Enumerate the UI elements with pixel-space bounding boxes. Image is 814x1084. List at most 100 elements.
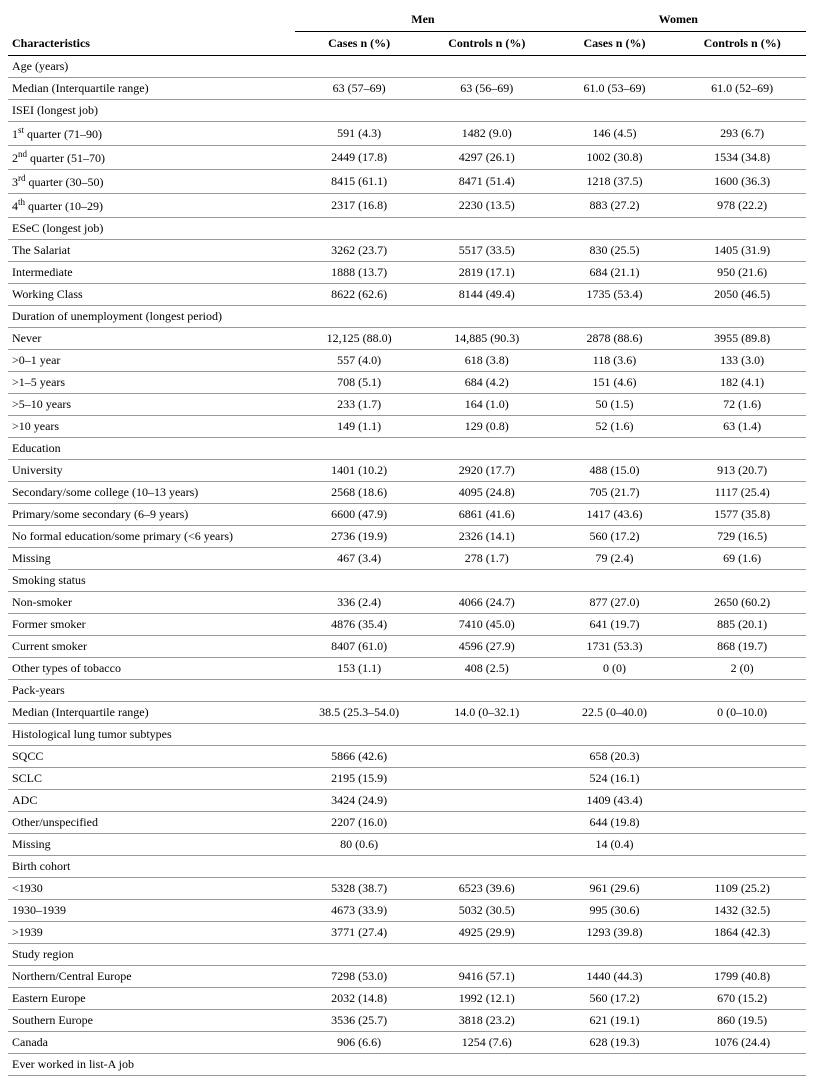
row-value: 705 (21.7): [551, 482, 679, 504]
row-value: 61.0 (53–69): [551, 78, 679, 100]
row-value: 2650 (60.2): [678, 592, 806, 614]
row-label: SQCC: [8, 746, 295, 768]
row-value: [678, 812, 806, 834]
row-value: 2207 (16.0): [295, 812, 423, 834]
row-value: 1864 (42.3): [678, 922, 806, 944]
table-row: Duration of unemployment (longest period…: [8, 306, 806, 328]
row-value: [551, 944, 679, 966]
table-row: SCLC2195 (15.9)524 (16.1): [8, 768, 806, 790]
table-row: Current smoker8407 (61.0)4596 (27.9)1731…: [8, 636, 806, 658]
row-value: 961 (29.6): [551, 878, 679, 900]
table-row: Never12,125 (88.0)14,885 (90.3)2878 (88.…: [8, 328, 806, 350]
row-label: 4th quarter (10–29): [8, 194, 295, 218]
table-row: SQCC5866 (42.6)658 (20.3): [8, 746, 806, 768]
table-row: Other types of tobacco153 (1.1)408 (2.5)…: [8, 658, 806, 680]
row-value: [423, 834, 551, 856]
row-value: 621 (19.1): [551, 1010, 679, 1032]
row-value: 2032 (14.8): [295, 988, 423, 1010]
row-label: Pack-years: [8, 680, 295, 702]
row-value: [295, 56, 423, 78]
row-label: Duration of unemployment (longest period…: [8, 306, 295, 328]
row-value: 4876 (35.4): [295, 614, 423, 636]
row-value: 467 (3.4): [295, 548, 423, 570]
row-label: University: [8, 460, 295, 482]
row-value: 336 (2.4): [295, 592, 423, 614]
table-row: 3rd quarter (30–50)8415 (61.1)8471 (51.4…: [8, 170, 806, 194]
row-value: 14 (0.4): [551, 834, 679, 856]
row-value: 1731 (53.3): [551, 636, 679, 658]
table-row: Ever worked in list-A job: [8, 1054, 806, 1076]
row-value: 1409 (43.4): [551, 790, 679, 812]
row-value: [423, 438, 551, 460]
row-value: 3536 (25.7): [295, 1010, 423, 1032]
row-value: 408 (2.5): [423, 658, 551, 680]
row-value: 978 (22.2): [678, 194, 806, 218]
row-value: 830 (25.5): [551, 240, 679, 262]
row-label: Eastern Europe: [8, 988, 295, 1010]
row-value: [678, 100, 806, 122]
row-value: [295, 856, 423, 878]
row-label: >0–1 year: [8, 350, 295, 372]
row-label: SCLC: [8, 768, 295, 790]
row-value: [295, 306, 423, 328]
table-row: ISEI (longest job): [8, 100, 806, 122]
row-label: Histological lung tumor subtypes: [8, 724, 295, 746]
row-value: 8144 (49.4): [423, 284, 551, 306]
row-value: 293 (6.7): [678, 122, 806, 146]
row-value: 7298 (53.0): [295, 966, 423, 988]
row-label: >1939: [8, 922, 295, 944]
row-value: 4297 (26.1): [423, 146, 551, 170]
row-value: 50 (1.5): [551, 394, 679, 416]
row-label: No formal education/some primary (<6 yea…: [8, 526, 295, 548]
row-value: 1417 (43.6): [551, 504, 679, 526]
row-value: 1293 (39.8): [551, 922, 679, 944]
table-row: >0–1 year557 (4.0)618 (3.8)118 (3.6)133 …: [8, 350, 806, 372]
row-value: 560 (17.2): [551, 526, 679, 548]
row-value: [423, 306, 551, 328]
col-men-controls: Controls n (%): [423, 32, 551, 56]
row-value: [551, 218, 679, 240]
row-value: 524 (16.1): [551, 768, 679, 790]
row-label: Birth cohort: [8, 856, 295, 878]
row-label: Education: [8, 438, 295, 460]
col-men-cases: Cases n (%): [295, 32, 423, 56]
row-label: Never: [8, 328, 295, 350]
group-header-row: Men Women: [8, 8, 806, 32]
row-value: [423, 790, 551, 812]
row-value: [551, 1054, 679, 1076]
row-label: Intermediate: [8, 262, 295, 284]
row-value: 146 (4.5): [551, 122, 679, 146]
row-value: 80 (0.6): [295, 834, 423, 856]
row-value: 4673 (33.9): [295, 900, 423, 922]
row-value: [295, 944, 423, 966]
row-label: Missing: [8, 548, 295, 570]
table-row: University1401 (10.2)2920 (17.7)488 (15.…: [8, 460, 806, 482]
row-value: [295, 218, 423, 240]
row-value: 1799 (40.8): [678, 966, 806, 988]
row-value: [423, 680, 551, 702]
row-value: [678, 218, 806, 240]
row-value: 670 (15.2): [678, 988, 806, 1010]
row-value: [423, 1054, 551, 1076]
row-label: Other types of tobacco: [8, 658, 295, 680]
row-value: 3771 (27.4): [295, 922, 423, 944]
row-value: 560 (17.2): [551, 988, 679, 1010]
row-value: [551, 680, 679, 702]
table-row: Education: [8, 438, 806, 460]
row-value: 1735 (53.4): [551, 284, 679, 306]
row-label: 1st quarter (71–90): [8, 122, 295, 146]
row-label: Non-smoker: [8, 592, 295, 614]
group-header-men: Men: [295, 8, 550, 32]
row-label: Canada: [8, 1032, 295, 1054]
row-label: >10 years: [8, 416, 295, 438]
row-value: [678, 790, 806, 812]
row-value: 14,885 (90.3): [423, 328, 551, 350]
row-value: 6523 (39.6): [423, 878, 551, 900]
table-row: ESeC (longest job): [8, 218, 806, 240]
row-value: 7410 (45.0): [423, 614, 551, 636]
row-value: 950 (21.6): [678, 262, 806, 284]
row-value: [678, 944, 806, 966]
row-value: 868 (19.7): [678, 636, 806, 658]
row-value: 1482 (9.0): [423, 122, 551, 146]
table-row: Pack-years: [8, 680, 806, 702]
